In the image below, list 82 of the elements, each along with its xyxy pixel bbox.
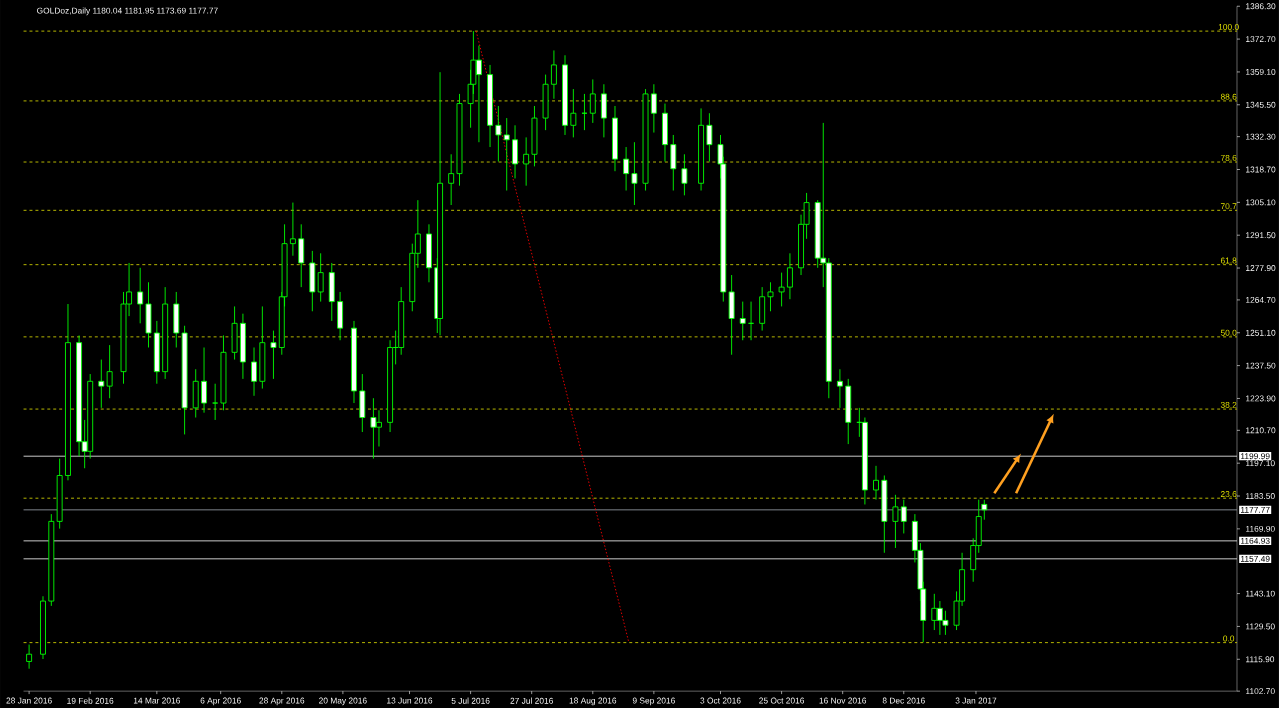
y-tick-label: 1115.90 xyxy=(1246,656,1275,662)
y-tick-label: 1318.70 xyxy=(1246,166,1276,173)
x-tick-label: 20 May 2016 xyxy=(319,697,367,705)
y-tick-label: 1251.10 xyxy=(1246,329,1276,336)
candlestick xyxy=(289,201,296,256)
ref-line-label: 1199.99 xyxy=(1240,453,1270,459)
y-tick-label: 1183.50 xyxy=(1246,492,1275,499)
y-tick-label: 1291.50 xyxy=(1246,232,1276,238)
y-tick-label: 1305.10 xyxy=(1246,199,1276,206)
x-tick-label: 6 Apr 2016 xyxy=(200,697,241,705)
annotation: 50.0 xyxy=(1220,329,1237,336)
annotation: 78.6 xyxy=(1220,154,1237,161)
y-tick-label: 1143.10 xyxy=(1246,590,1275,597)
candlestick xyxy=(137,267,144,324)
x-tick-label: 9 Sep 2016 xyxy=(632,697,675,705)
ref-line-label: 1157.49 xyxy=(1240,555,1270,562)
candlestick xyxy=(623,146,630,191)
candlestick xyxy=(650,83,657,133)
x-tick-label: 18 Aug 2016 xyxy=(569,697,617,705)
y-tick-label: 1237.50 xyxy=(1246,362,1276,369)
y-tick-label: 1210.70 xyxy=(1246,427,1276,434)
candlestick xyxy=(767,281,774,312)
candlestick xyxy=(523,136,530,186)
y-tick-label: 1264.70 xyxy=(1246,296,1276,303)
y-tick-label: 1223.90 xyxy=(1246,395,1276,402)
candlestick xyxy=(106,344,113,399)
candlestick xyxy=(448,153,455,206)
candlestick xyxy=(251,346,257,397)
candlestick xyxy=(317,252,324,302)
candlestick xyxy=(706,112,713,162)
x-tick-label: 28 Jan 2016 xyxy=(6,697,52,704)
y-tick-label: 1359.10 xyxy=(1246,68,1276,75)
candlestick xyxy=(900,498,907,534)
candlestick xyxy=(981,499,988,520)
candlestick xyxy=(631,141,638,206)
x-tick-label: 3 Jan 2017 xyxy=(955,697,997,704)
x-tick-label: 3 Oct 2016 xyxy=(700,697,741,704)
annotation: 88.6 xyxy=(1220,93,1237,100)
x-tick-label: 19 Feb 2016 xyxy=(67,697,114,704)
annotation: 0.0 xyxy=(1223,635,1235,642)
candlestick xyxy=(26,643,33,669)
x-tick-label: 25 Oct 2016 xyxy=(759,697,805,704)
candlestick xyxy=(550,49,557,99)
candlestick xyxy=(570,88,577,138)
chart-title: GOLDoz,Daily 1180.04 1181.95 1173.69 1177.77 xyxy=(37,7,218,15)
y-tick-label: 1102.70 xyxy=(1246,687,1275,694)
candlestick xyxy=(739,300,746,341)
candlestick xyxy=(495,105,502,162)
candlestick xyxy=(503,117,510,191)
y-tick-label: 1169.90 xyxy=(1246,525,1275,532)
candlestick xyxy=(873,465,879,500)
ref-line-label: 1177.77 xyxy=(1240,506,1270,513)
annotation: 61.8 xyxy=(1220,257,1237,264)
annotation: 38.2 xyxy=(1220,401,1237,408)
y-tick-label: 1277.90 xyxy=(1246,264,1276,271)
candlestick xyxy=(681,153,688,196)
candlestick xyxy=(589,78,596,124)
candlestick xyxy=(836,368,843,409)
candlestick xyxy=(786,252,793,300)
candlestick xyxy=(201,346,207,413)
annotation: 70.7 xyxy=(1220,202,1237,209)
ref-line-label: 1164.93 xyxy=(1240,537,1270,544)
y-tick-label: 1386.30 xyxy=(1246,3,1276,9)
x-tick-label: 27 Jul 2016 xyxy=(510,697,553,704)
x-tick-label: 28 Apr 2016 xyxy=(259,697,305,705)
x-tick-label: 13 Jun 2016 xyxy=(387,697,433,704)
y-tick-label: 1372.70 xyxy=(1246,35,1276,42)
x-tick-label: 14 Mar 2016 xyxy=(133,697,180,704)
y-tick-label: 1332.30 xyxy=(1246,133,1276,140)
candlestick xyxy=(270,329,277,380)
x-tick-label: 16 Nov 2016 xyxy=(819,697,867,704)
x-tick-label: 8 Dec 2016 xyxy=(882,697,925,704)
y-tick-label: 1129.50 xyxy=(1246,623,1275,630)
candlestick xyxy=(778,271,785,307)
candlestick xyxy=(98,358,105,409)
y-tick-label: 1345.50 xyxy=(1246,101,1276,108)
candlestick xyxy=(212,383,219,421)
annotation: 23.6 xyxy=(1220,490,1237,497)
y-tick-label: 1197.10 xyxy=(1246,459,1275,466)
annotation: 100.0 xyxy=(1218,23,1239,30)
x-tick-label: 5 Jul 2016 xyxy=(451,697,490,704)
candlestick xyxy=(892,494,899,549)
